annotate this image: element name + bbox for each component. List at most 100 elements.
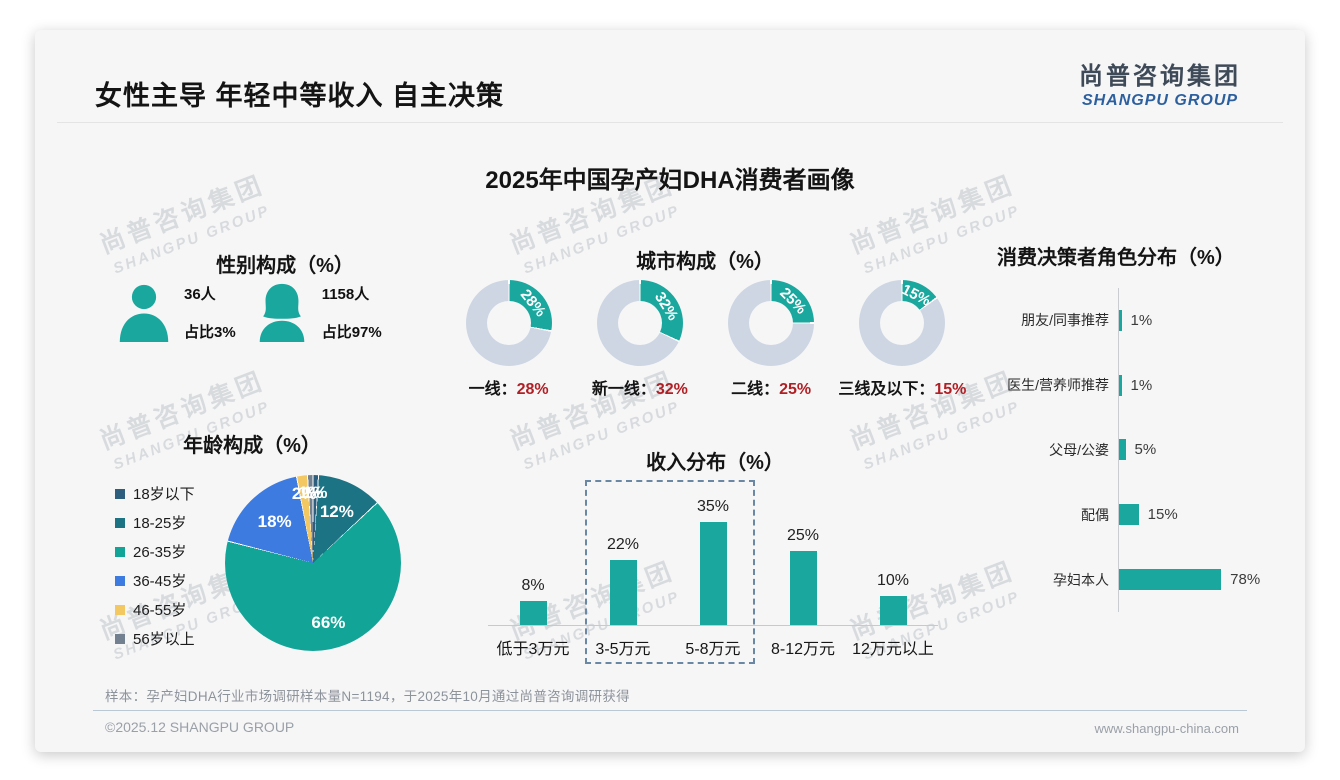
income-bar-slot: 10% xyxy=(848,571,938,625)
decision-row: 配偶 15% xyxy=(975,482,1305,548)
decision-row: 医生/营养师推荐 1% xyxy=(975,352,1305,418)
legend-swatch xyxy=(115,633,125,644)
age-chart-legend: 18岁以下 18-25岁 26-35岁 36-45岁 46-55岁 56岁以上 xyxy=(115,479,195,653)
donut-caption: 二线：25% xyxy=(731,381,812,398)
decision-category-label: 父母/公婆 xyxy=(1049,441,1109,458)
donut-caption: 三线及以下：15% xyxy=(838,381,967,398)
bar-category-label: 5-8万元 xyxy=(685,641,741,658)
title-divider xyxy=(57,122,1283,123)
copyright-text: ©2025.12 SHANGPU GROUP xyxy=(105,719,295,735)
bar xyxy=(1119,504,1139,526)
bar-value-label: 35% xyxy=(696,497,730,515)
male-icon xyxy=(113,280,175,344)
decision-category-label: 孕妇本人 xyxy=(1053,571,1109,588)
bar-value-label: 1% xyxy=(1130,376,1153,394)
bar-value-label: 8% xyxy=(521,577,545,595)
decision-category-label: 朋友/同事推荐 xyxy=(1021,312,1109,329)
bar xyxy=(519,601,547,625)
donut-caption: 新一线：32% xyxy=(591,381,688,398)
pie-slice-label: 18% xyxy=(257,512,292,532)
decision-bar-chart: 朋友/同事推荐 1% 医生/营养师推荐 1% 父母/公婆 5% 配偶 15% 孕妇本人 78% xyxy=(975,288,1305,612)
legend-swatch xyxy=(115,546,125,557)
decision-category-label: 配偶 xyxy=(1081,506,1109,523)
bar xyxy=(1119,439,1126,461)
income-bar-slot: 8% xyxy=(488,577,578,625)
decision-category-label: 医生/营养师推荐 xyxy=(1007,377,1109,394)
legend-label: 46-55岁 xyxy=(133,602,187,619)
shangpu-logo: 尚普咨询集团 SHANGPU GROUP xyxy=(1079,56,1241,110)
bar xyxy=(1119,309,1122,331)
city-donut: 28% 一线：28% xyxy=(443,280,574,399)
income-bar-chart: 8% 22% 35% 25% 10% 低于3万元 3-5万元 5-8万元 8-12万元 12万元… xyxy=(488,485,938,659)
donut-ring: 32% xyxy=(596,280,683,366)
gender-count: 36人 xyxy=(184,285,216,303)
income-category-labels: 低于3万元 3-5万元 5-8万元 8-12万元 12万元以上 xyxy=(488,626,938,659)
donut-ring: 28% xyxy=(465,280,552,366)
pie-slice-label: 2% xyxy=(291,483,317,503)
bar-value-label: 15% xyxy=(1147,506,1178,524)
pie-slice-label: 1% xyxy=(302,483,328,503)
legend-swatch xyxy=(115,488,125,499)
legend-item: 46-55岁 xyxy=(115,595,195,624)
bar-value-label: 22% xyxy=(606,536,640,554)
bar-value-label: 25% xyxy=(786,527,820,545)
decision-row: 孕妇本人 78% xyxy=(975,547,1305,612)
bar xyxy=(789,551,817,625)
gender-share: 占比97% xyxy=(321,323,382,341)
website-url: www.shangpu-china.com xyxy=(1094,721,1239,736)
income-bars: 8% 22% 35% 25% 10% xyxy=(488,485,938,626)
legend-swatch xyxy=(115,604,125,615)
legend-item: 56岁以上 xyxy=(115,624,195,653)
donut-ring: 15% xyxy=(859,280,946,366)
bar-value-label: 5% xyxy=(1134,441,1157,459)
bar-category-label: 12万元以上 xyxy=(852,641,934,658)
legend-swatch xyxy=(115,575,125,586)
bar xyxy=(699,521,727,625)
logo-english-text: SHANGPU GROUP xyxy=(1081,92,1239,109)
city-chart-title: 城市构成（%） xyxy=(636,251,774,273)
bar xyxy=(1119,569,1222,591)
gender-item-male: 36人占比3% xyxy=(113,280,236,344)
legend-item: 26-35岁 xyxy=(115,537,195,566)
bar-category-label: 8-12万元 xyxy=(770,641,836,658)
bar-value-label: 78% xyxy=(1230,571,1261,589)
slide-title: 女性主导 年轻中等收入 自主决策 xyxy=(95,81,505,111)
city-donut: 15% 三线及以下：15% xyxy=(837,280,968,399)
decision-row: 父母/公婆 5% xyxy=(975,417,1305,483)
legend-swatch xyxy=(115,517,125,528)
pie-slice-label: 66% xyxy=(311,613,346,633)
bar-category-label: 3-5万元 xyxy=(595,641,651,658)
legend-item: 18-25岁 xyxy=(115,508,195,537)
legend-label: 56岁以上 xyxy=(133,631,195,648)
donut-caption: 一线：28% xyxy=(468,381,549,398)
bar-category-label: 低于3万元 xyxy=(496,641,570,658)
gender-item-female: 1158人占比97% xyxy=(251,280,382,344)
bar xyxy=(609,560,637,625)
bar-value-label: 10% xyxy=(876,571,910,589)
legend-item: 36-45岁 xyxy=(115,566,195,595)
city-donut: 32% 新一线：32% xyxy=(574,280,705,399)
income-bar-slot: 22% xyxy=(578,536,668,625)
legend-item: 18岁以下 xyxy=(115,479,195,508)
legend-label: 26-35岁 xyxy=(133,544,187,561)
income-bar-slot: 25% xyxy=(758,527,848,625)
legend-label: 18-25岁 xyxy=(133,515,187,532)
sample-note: 样本：孕产妇DHA行业市场调研样本量N=1194，于2025年10月通过尚普咨询… xyxy=(105,689,630,704)
age-pie-chart: 1% 12% 66% 18% 2% 1% xyxy=(225,475,401,651)
footer-divider xyxy=(93,710,1247,711)
income-chart-title: 收入分布（%） xyxy=(646,452,784,474)
gender-share: 占比3% xyxy=(184,323,236,341)
decision-chart-title: 消费决策者角色分布（%） xyxy=(997,247,1235,269)
city-donut: 25% 二线：25% xyxy=(706,280,837,399)
legend-label: 18岁以下 xyxy=(133,486,195,503)
gender-pictogram-chart: 36人 占比3% 1158人 占比97% xyxy=(113,280,382,344)
age-chart-title: 年龄构成（%） xyxy=(183,435,321,457)
donut-ring: 25% xyxy=(728,280,815,366)
pie-slice-label: 12% xyxy=(319,502,354,522)
gender-chart-title: 性别构成（%） xyxy=(216,255,354,277)
female-icon xyxy=(251,280,313,344)
main-heading: 2025年中国孕产妇DHA消费者画像 xyxy=(485,167,855,194)
legend-label: 36-45岁 xyxy=(133,573,187,590)
gender-count: 1158人 xyxy=(321,285,370,303)
city-donut-charts: 28% 一线：28% 32% 新一线：32% 25% 二线：25% 15% 三线及以下：15% xyxy=(443,280,968,399)
